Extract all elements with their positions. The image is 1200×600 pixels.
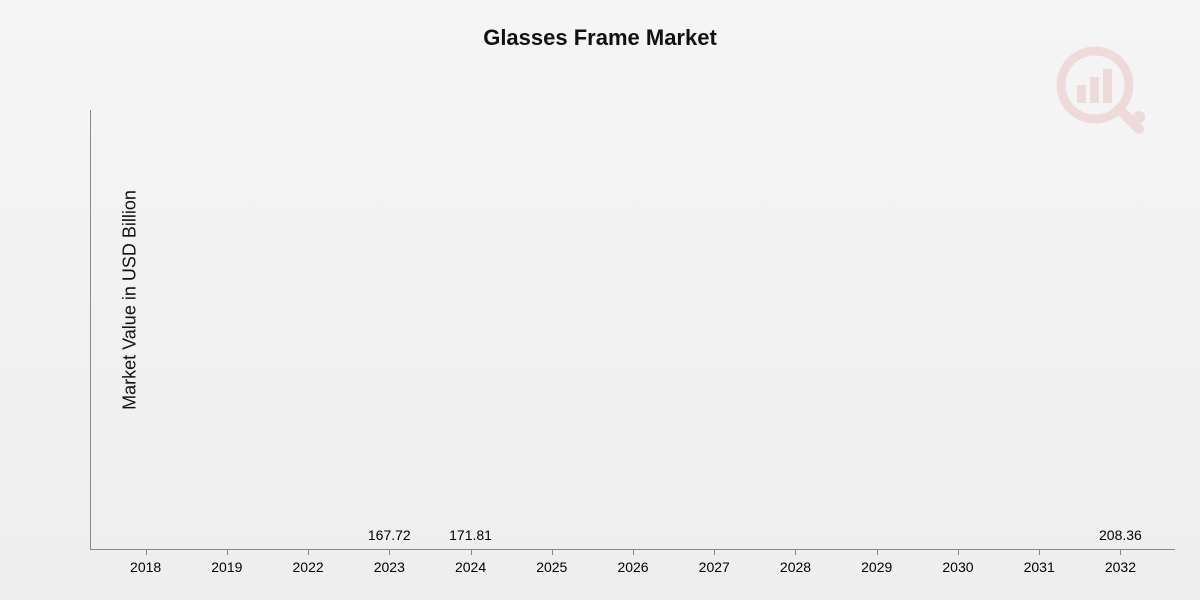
- x-axis-label: 2031: [1024, 559, 1055, 575]
- x-tick: [308, 549, 309, 555]
- x-axis-label: 2029: [861, 559, 892, 575]
- x-axis-label: 2018: [130, 559, 161, 575]
- x-tick: [877, 549, 878, 555]
- x-axis-label: 2022: [293, 559, 324, 575]
- chart-title: Glasses Frame Market: [0, 0, 1200, 51]
- x-tick: [714, 549, 715, 555]
- x-tick: [633, 549, 634, 555]
- x-axis-label: 2026: [617, 559, 648, 575]
- x-axis-label: 2032: [1105, 559, 1136, 575]
- bar-value-label: 208.36: [1099, 527, 1142, 543]
- x-tick: [1039, 549, 1040, 555]
- chart-container: Glasses Frame Market Market Value in USD…: [0, 0, 1200, 600]
- x-axis-label: 2030: [942, 559, 973, 575]
- x-tick: [958, 549, 959, 555]
- bar-value-label: 167.72: [368, 527, 411, 543]
- x-tick: [471, 549, 472, 555]
- x-tick: [227, 549, 228, 555]
- x-axis-label: 2024: [455, 559, 486, 575]
- x-tick: [389, 549, 390, 555]
- x-tick: [795, 549, 796, 555]
- bar-value-label: 171.81: [449, 527, 492, 543]
- x-axis-label: 2025: [536, 559, 567, 575]
- x-tick: [552, 549, 553, 555]
- x-axis-label: 2019: [211, 559, 242, 575]
- x-axis-label: 2028: [780, 559, 811, 575]
- bars-group: 201820192022167.722023171.81202420252026…: [91, 110, 1175, 549]
- x-axis-label: 2023: [374, 559, 405, 575]
- x-tick: [146, 549, 147, 555]
- x-axis-label: 2027: [699, 559, 730, 575]
- plot-area: 201820192022167.722023171.81202420252026…: [90, 110, 1175, 550]
- x-tick: [1120, 549, 1121, 555]
